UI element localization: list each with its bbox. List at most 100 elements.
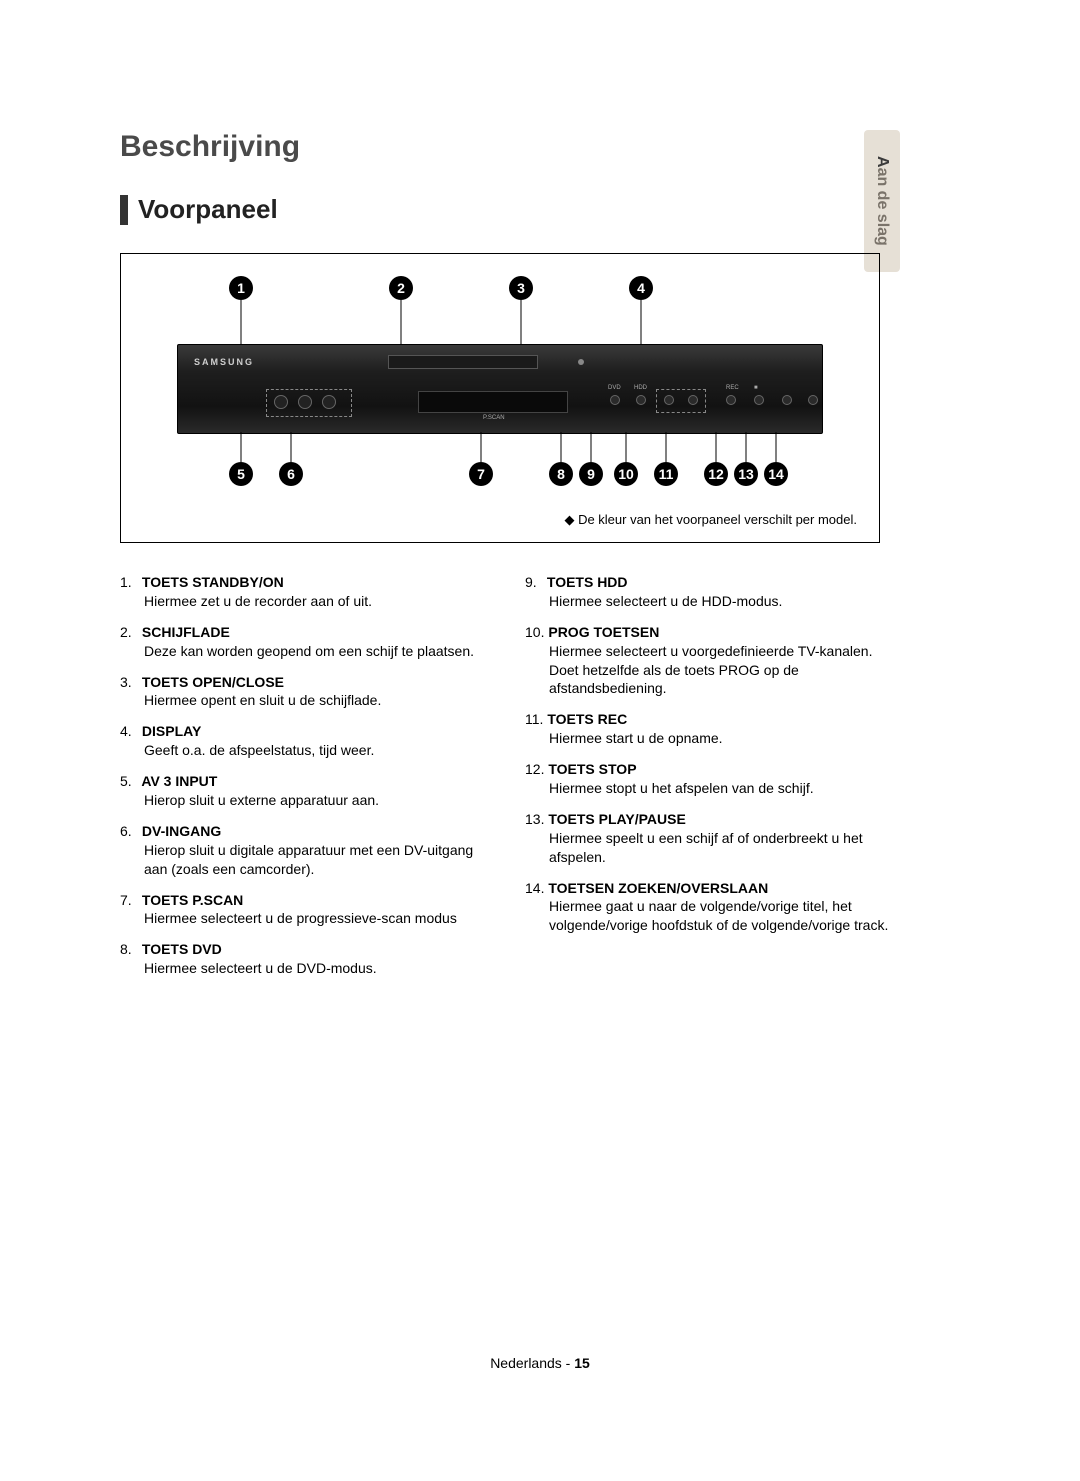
item-desc: Hiermee selecteert u de progressieve-sca… xyxy=(144,909,495,928)
item-title: SCHIJFLADE xyxy=(138,624,230,640)
btn-prog-up xyxy=(664,395,674,405)
item-title: TOETS PLAY/PAUSE xyxy=(544,811,685,827)
list-item: 10. PROG TOETSENHiermee selecteert u voo… xyxy=(525,623,900,699)
item-number: 9. xyxy=(525,573,543,592)
callout-line-8 xyxy=(561,432,562,462)
device-body: SAMSUNG P.SCAN DVD HDD REC ■ xyxy=(177,344,823,434)
callout-7: 7 xyxy=(469,462,493,486)
footer-page: 15 xyxy=(574,1355,590,1371)
callout-line-14 xyxy=(776,432,777,462)
brand-label: SAMSUNG xyxy=(194,357,254,367)
callout-11: 11 xyxy=(654,462,678,486)
right-column: 9. TOETS HDD Hiermee selecteert u de HDD-… xyxy=(525,573,900,990)
list-item: 11. TOETS REC Hiermee start u de opname. xyxy=(525,710,900,748)
item-title: TOETS HDD xyxy=(543,574,628,590)
callout-9: 9 xyxy=(579,462,603,486)
list-item: 3. TOETS OPEN/CLOSEHiermee opent en slui… xyxy=(120,673,495,711)
item-desc: Hiermee selecteert u de HDD-modus. xyxy=(549,592,900,611)
callout-5: 5 xyxy=(229,462,253,486)
callout-line-7 xyxy=(481,432,482,462)
open-close-dot xyxy=(578,359,584,365)
list-item: 14. TOETSEN ZOEKEN/OVERSLAANHiermee gaat… xyxy=(525,879,900,936)
callout-line-3 xyxy=(521,300,522,344)
input-jack-1 xyxy=(274,395,288,409)
callout-6: 6 xyxy=(279,462,303,486)
list-item: 13. TOETS PLAY/PAUSE Hiermee speelt u een… xyxy=(525,810,900,867)
input-jack-2 xyxy=(298,395,312,409)
btn-rec xyxy=(726,395,736,405)
item-desc: Geeft o.a. de afspeelstatus, tijd weer. xyxy=(144,741,495,760)
list-item: 7. TOETS P.SCANHiermee selecteert u de p… xyxy=(120,891,495,929)
callout-line-5 xyxy=(241,432,242,462)
callout-line-10 xyxy=(626,432,627,462)
item-desc: Hiermee speelt u een schijf af of onderb… xyxy=(549,829,900,867)
item-number: 10. xyxy=(525,623,544,642)
callout-13: 13 xyxy=(734,462,758,486)
item-title: TOETS P.SCAN xyxy=(138,892,243,908)
item-desc: Hiermee selecteert u de DVD-modus. xyxy=(144,959,495,978)
label-hdd: HDD xyxy=(634,385,647,391)
callout-1: 1 xyxy=(229,276,253,300)
item-desc: Hierop sluit u externe apparatuur aan. xyxy=(144,791,495,810)
list-item: 9. TOETS HDD Hiermee selecteert u de HDD-… xyxy=(525,573,900,611)
list-item: 2. SCHIJFLADE Deze kan worden geopend om … xyxy=(120,623,495,661)
item-desc: Hiermee opent en sluit u de schijflade. xyxy=(144,691,495,710)
tab-rest: an de slag xyxy=(874,168,891,246)
diagram-note: ◆ De kleur van het voorpaneel verschilt … xyxy=(564,512,857,528)
callout-4: 4 xyxy=(629,276,653,300)
btn-hdd xyxy=(636,395,646,405)
btn-prog-down xyxy=(688,395,698,405)
tab-accent: A xyxy=(874,156,891,168)
item-number: 2. xyxy=(120,623,138,642)
section-tab: Aan de slag xyxy=(864,130,900,272)
item-number: 12. xyxy=(525,760,544,779)
btn-play xyxy=(782,395,792,405)
item-title: TOETS STANDBY/ON xyxy=(138,574,284,590)
btn-dvd xyxy=(610,395,620,405)
callout-2: 2 xyxy=(389,276,413,300)
item-title: DV-INGANG xyxy=(138,823,221,839)
callout-line-4 xyxy=(641,300,642,344)
callout-line-13 xyxy=(746,432,747,462)
item-desc: Hierop sluit u digitale apparatuur met e… xyxy=(144,841,495,879)
item-number: 13. xyxy=(525,810,544,829)
item-title: PROG TOETSEN xyxy=(544,624,659,640)
item-number: 1. xyxy=(120,573,138,592)
callout-line-2 xyxy=(401,300,402,344)
item-title: TOETS DVD xyxy=(138,941,222,957)
callout-line-11 xyxy=(666,432,667,462)
list-item: 12. TOETS STOPHiermee stopt u het afspel… xyxy=(525,760,900,798)
item-number: 7. xyxy=(120,891,138,910)
item-desc: Hiermee start u de opname. xyxy=(549,729,900,748)
item-number: 11. xyxy=(525,710,543,729)
callout-8: 8 xyxy=(549,462,573,486)
callout-line-6 xyxy=(291,432,292,462)
page-footer: Nederlands - 15 xyxy=(0,1355,1080,1371)
input-jack-3 xyxy=(322,395,336,409)
item-title: TOETS REC xyxy=(543,711,627,727)
item-desc: Hiermee gaat u naar de volgende/vorige t… xyxy=(549,897,900,935)
list-item: 5. AV 3 INPUTHierop sluit u externe appa… xyxy=(120,772,495,810)
display-window xyxy=(418,391,568,413)
item-title: TOETSEN ZOEKEN/OVERSLAAN xyxy=(544,880,768,896)
description-columns: 1. TOETS STANDBY/ONHiermee zet u de reco… xyxy=(120,573,900,990)
btn-stop xyxy=(754,395,764,405)
front-panel-diagram: 1234 SAMSUNG P.SCAN DVD HDD REC ■ 56 xyxy=(120,253,880,543)
manual-page: Aan de slag Beschrijving Voorpaneel 1234… xyxy=(0,0,1080,1481)
page-title: Beschrijving xyxy=(120,130,960,164)
footer-lang: Nederlands - xyxy=(490,1355,574,1371)
label-rec: REC xyxy=(726,385,739,391)
list-item: 4. DISPLAYGeeft o.a. de afspeelstatus, t… xyxy=(120,722,495,760)
item-desc: Hiermee stopt u het afspelen van de schi… xyxy=(549,779,900,798)
item-number: 14. xyxy=(525,879,544,898)
item-number: 6. xyxy=(120,822,138,841)
subheading-bar xyxy=(120,195,128,225)
list-item: 1. TOETS STANDBY/ONHiermee zet u de reco… xyxy=(120,573,495,611)
label-pscan: P.SCAN xyxy=(483,415,505,421)
disc-slot xyxy=(388,355,538,369)
item-title: AV 3 INPUT xyxy=(138,773,217,789)
subheading-row: Voorpaneel xyxy=(120,194,960,225)
callout-14: 14 xyxy=(764,462,788,486)
left-column: 1. TOETS STANDBY/ONHiermee zet u de reco… xyxy=(120,573,495,990)
item-desc: Deze kan worden geopend om een schijf te… xyxy=(144,642,495,661)
